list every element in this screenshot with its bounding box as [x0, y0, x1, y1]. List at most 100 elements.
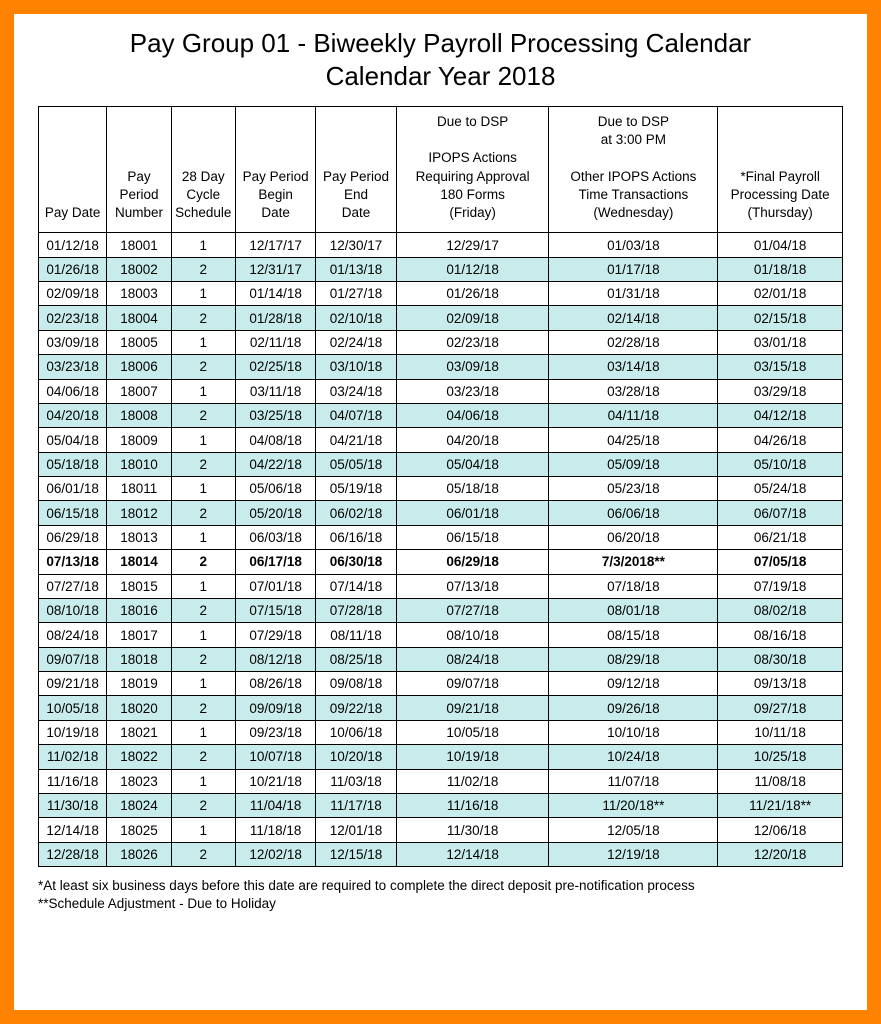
table-cell: 18019: [107, 672, 171, 696]
table-cell: 02/01/18: [718, 282, 843, 306]
column-header: *Final PayrollProcessing Date(Thursday): [718, 107, 843, 233]
table-row: 02/23/1818004201/28/1802/10/1802/09/1802…: [39, 306, 843, 330]
table-cell: 2: [171, 355, 235, 379]
table-cell: 08/10/18: [396, 623, 549, 647]
table-cell: 09/07/18: [39, 647, 107, 671]
table-cell: 09/13/18: [718, 672, 843, 696]
table-cell: 02/14/18: [549, 306, 718, 330]
table-cell: 05/24/18: [718, 477, 843, 501]
table-cell: 09/07/18: [396, 672, 549, 696]
table-cell: 06/15/18: [39, 501, 107, 525]
table-cell: 18011: [107, 477, 171, 501]
column-header: 28 DayCycleSchedule: [171, 107, 235, 233]
table-cell: 12/31/17: [235, 257, 315, 281]
table-cell: 04/22/18: [235, 452, 315, 476]
table-cell: 08/12/18: [235, 647, 315, 671]
table-cell: 11/07/18: [549, 769, 718, 793]
payroll-calendar-table: Pay DatePayPeriodNumber28 DayCycleSchedu…: [38, 106, 843, 867]
table-cell: 12/02/18: [235, 842, 315, 866]
table-cell: 10/07/18: [235, 745, 315, 769]
table-cell: 05/04/18: [39, 428, 107, 452]
table-cell: 05/05/18: [316, 452, 396, 476]
table-cell: 01/14/18: [235, 282, 315, 306]
table-cell: 10/20/18: [316, 745, 396, 769]
table-cell: 08/30/18: [718, 647, 843, 671]
table-cell: 06/15/18: [396, 525, 549, 549]
table-cell: 01/18/18: [718, 257, 843, 281]
table-cell: 18006: [107, 355, 171, 379]
table-cell: 01/12/18: [396, 257, 549, 281]
table-row: 04/20/1818008203/25/1804/07/1804/06/1804…: [39, 403, 843, 427]
table-cell: 06/21/18: [718, 525, 843, 549]
table-cell: 2: [171, 793, 235, 817]
table-cell: 04/21/18: [316, 428, 396, 452]
table-row: 06/15/1818012205/20/1806/02/1806/01/1806…: [39, 501, 843, 525]
table-cell: 01/27/18: [316, 282, 396, 306]
table-cell: 12/06/18: [718, 818, 843, 842]
table-cell: 11/20/18**: [549, 793, 718, 817]
table-cell: 03/29/18: [718, 379, 843, 403]
table-cell: 09/26/18: [549, 696, 718, 720]
table-cell: 08/11/18: [316, 623, 396, 647]
table-cell: 10/06/18: [316, 720, 396, 744]
table-cell: 01/26/18: [39, 257, 107, 281]
table-cell: 03/23/18: [396, 379, 549, 403]
table-cell: 01/03/18: [549, 233, 718, 257]
table-cell: 11/21/18**: [718, 793, 843, 817]
table-cell: 08/15/18: [549, 623, 718, 647]
table-row: 08/10/1818016207/15/1807/28/1807/27/1808…: [39, 598, 843, 622]
table-cell: 12/01/18: [316, 818, 396, 842]
table-cell: 05/09/18: [549, 452, 718, 476]
table-row: 02/09/1818003101/14/1801/27/1801/26/1801…: [39, 282, 843, 306]
page-subtitle: Calendar Year 2018: [38, 61, 843, 92]
table-row: 11/02/1818022210/07/1810/20/1810/19/1810…: [39, 745, 843, 769]
table-cell: 12/29/17: [396, 233, 549, 257]
table-row: 10/19/1818021109/23/1810/06/1810/05/1810…: [39, 720, 843, 744]
table-cell: 1: [171, 623, 235, 647]
table-cell: 04/25/18: [549, 428, 718, 452]
table-cell: 09/27/18: [718, 696, 843, 720]
table-cell: 1: [171, 233, 235, 257]
table-cell: 01/13/18: [316, 257, 396, 281]
table-cell: 04/20/18: [39, 403, 107, 427]
table-cell: 03/28/18: [549, 379, 718, 403]
table-cell: 10/24/18: [549, 745, 718, 769]
table-cell: 2: [171, 306, 235, 330]
table-row: 03/09/1818005102/11/1802/24/1802/23/1802…: [39, 330, 843, 354]
table-cell: 09/12/18: [549, 672, 718, 696]
table-cell: 10/19/18: [39, 720, 107, 744]
table-cell: 18004: [107, 306, 171, 330]
table-row: 12/14/1818025111/18/1812/01/1811/30/1812…: [39, 818, 843, 842]
table-cell: 06/29/18: [39, 525, 107, 549]
table-row: 03/23/1818006202/25/1803/10/1803/09/1803…: [39, 355, 843, 379]
table-cell: 03/15/18: [718, 355, 843, 379]
table-cell: 2: [171, 696, 235, 720]
table-row: 06/29/1818013106/03/1806/16/1806/15/1806…: [39, 525, 843, 549]
table-cell: 09/21/18: [396, 696, 549, 720]
table-cell: 12/19/18: [549, 842, 718, 866]
table-cell: 18005: [107, 330, 171, 354]
table-cell: 04/06/18: [396, 403, 549, 427]
table-row: 10/05/1818020209/09/1809/22/1809/21/1809…: [39, 696, 843, 720]
table-cell: 10/21/18: [235, 769, 315, 793]
table-cell: 12/20/18: [718, 842, 843, 866]
table-cell: 18025: [107, 818, 171, 842]
table-cell: 02/11/18: [235, 330, 315, 354]
table-cell: 08/16/18: [718, 623, 843, 647]
table-cell: 2: [171, 403, 235, 427]
table-cell: 06/03/18: [235, 525, 315, 549]
table-cell: 10/10/18: [549, 720, 718, 744]
table-cell: 1: [171, 428, 235, 452]
table-row: 01/26/1818002212/31/1701/13/1801/12/1801…: [39, 257, 843, 281]
table-cell: 04/08/18: [235, 428, 315, 452]
table-cell: 11/30/18: [39, 793, 107, 817]
table-cell: 07/05/18: [718, 550, 843, 574]
table-cell: 11/02/18: [39, 745, 107, 769]
table-cell: 2: [171, 598, 235, 622]
table-cell: 09/09/18: [235, 696, 315, 720]
table-cell: 03/24/18: [316, 379, 396, 403]
table-cell: 08/02/18: [718, 598, 843, 622]
column-header: Pay PeriodEndDate: [316, 107, 396, 233]
table-cell: 07/18/18: [549, 574, 718, 598]
table-cell: 2: [171, 647, 235, 671]
